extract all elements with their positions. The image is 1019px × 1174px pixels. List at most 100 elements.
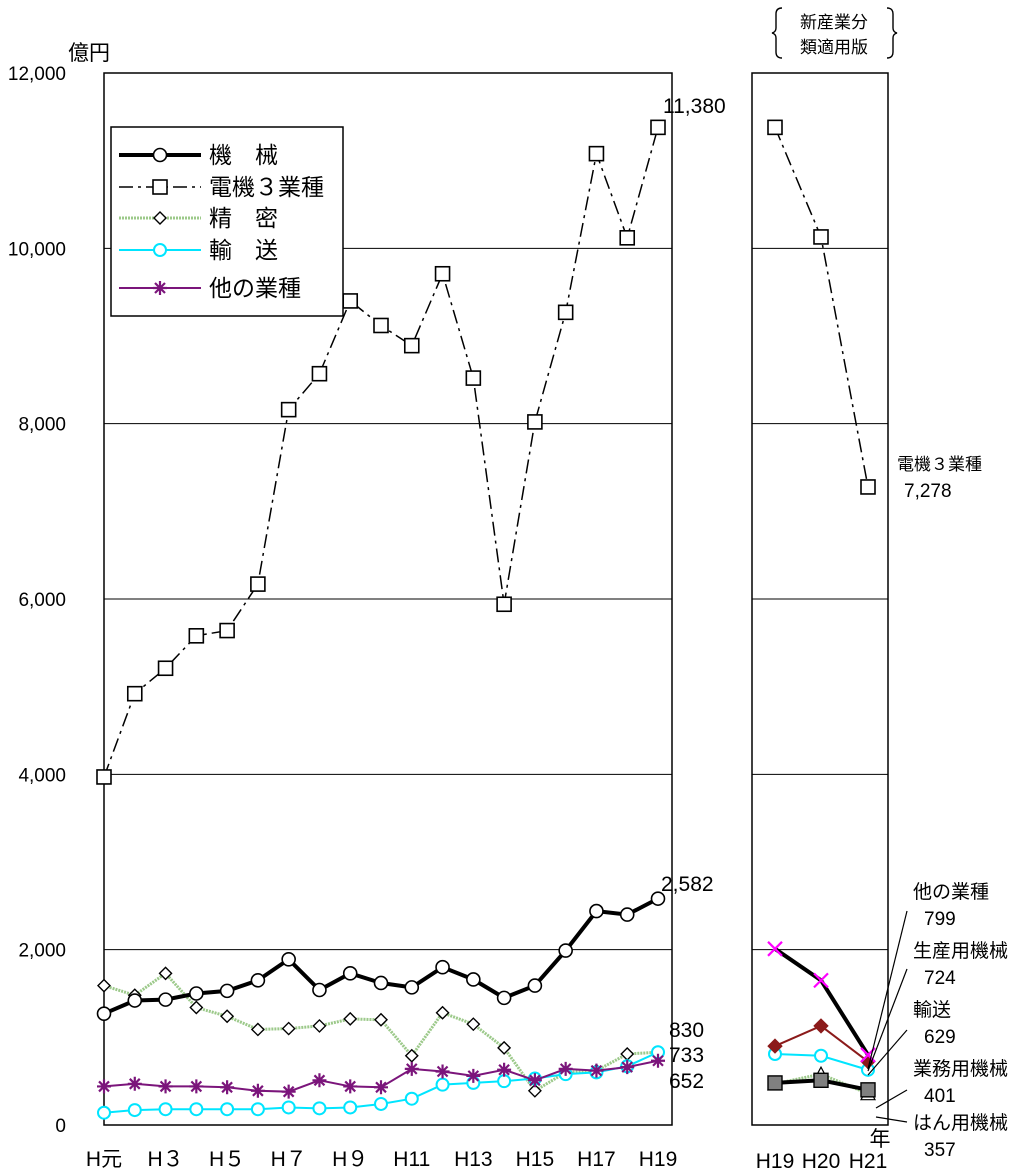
data-point-seimitsu (620, 1047, 635, 1061)
x-tick-label: H７ (271, 1148, 307, 1171)
data-point-yuso (281, 1100, 296, 1115)
data-point-right-1 (767, 941, 783, 957)
data-point-seimitsu (404, 1048, 419, 1063)
data-point-kikai (466, 972, 481, 987)
annotation-seisan-value: 724 (924, 968, 956, 989)
data-point-seimitsu (220, 1009, 235, 1024)
y-tick-label: 12,000 (8, 64, 66, 85)
x-tick-label: H９ (332, 1148, 368, 1171)
data-point-denki (250, 576, 266, 592)
data-point-hoka (127, 1076, 142, 1091)
legend-label-seimitsu: 精 密 (209, 205, 278, 231)
legend-label-kikai: 機 械 (209, 142, 278, 168)
data-point-hoka (497, 1062, 512, 1077)
data-point-right-4 (813, 1072, 829, 1088)
annotation-yuso-name: 輸送 (913, 999, 951, 1021)
end-label-denki: 11,380 (663, 95, 726, 118)
data-point-right-4 (860, 1082, 876, 1098)
data-point-kikai (281, 952, 296, 967)
data-point-seimitsu (527, 1083, 542, 1098)
data-point-hoka (220, 1080, 235, 1095)
data-point-kikai (619, 907, 635, 922)
annotation-gyomu-value: 401 (924, 1086, 956, 1107)
data-point-yuso (404, 1091, 419, 1106)
data-point-hoka (97, 1079, 111, 1094)
y-tick-label: 8,000 (18, 415, 66, 436)
data-point-denki (188, 628, 205, 644)
data-point-kikai (589, 903, 604, 919)
series-line-kikai (103, 896, 659, 1016)
leader-line (867, 910, 908, 1070)
leader-line (867, 1029, 908, 1076)
y-tick-label: 4,000 (18, 765, 66, 786)
title-bracket-left (771, 7, 783, 59)
data-point-yuso (435, 1077, 450, 1092)
data-point-seimitsu (158, 966, 173, 981)
data-point-kikai (312, 982, 327, 998)
data-point-kikai (342, 966, 358, 981)
y-tick-label: 0 (55, 1116, 66, 1137)
data-point-kikai (496, 990, 512, 1006)
legend-marker-kikai (152, 147, 168, 163)
plot-frame (103, 72, 673, 1126)
x-tick-label: H11 (393, 1148, 430, 1171)
annotation-hanyo-value: 357 (924, 1140, 956, 1161)
data-point-hoka (466, 1068, 481, 1083)
data-point-kikai (527, 978, 543, 993)
leader-line (875, 1089, 908, 1109)
legend-label-hoka: 他の業種 (209, 275, 301, 301)
annotation-denki-value: 7,278 (904, 481, 952, 502)
data-point-kikai (373, 975, 389, 991)
data-point-hoka (651, 1053, 665, 1068)
data-point-seimitsu (435, 1005, 450, 1020)
plot-frame (751, 72, 889, 1126)
data-point-hoka (558, 1061, 573, 1076)
data-point-hoka (281, 1084, 296, 1099)
data-point-kikai (558, 943, 573, 958)
data-point-right-0 (767, 119, 783, 136)
data-point-denki (280, 401, 297, 418)
data-point-yuso (97, 1105, 111, 1120)
data-point-denki (619, 230, 636, 246)
legend-label-yuso: 輸 送 (209, 237, 278, 263)
legend-marker-yuso (153, 243, 167, 257)
x-tick-label: H３ (147, 1148, 183, 1171)
data-point-seimitsu (343, 1011, 358, 1026)
legend-box (110, 126, 344, 317)
data-point-denki (650, 119, 666, 136)
x-tick-label: H元 (86, 1148, 122, 1171)
series-line-right-0 (774, 127, 869, 488)
legend-marker-hoka (153, 281, 167, 295)
data-point-yuso (189, 1102, 204, 1117)
x-axis-unit: 年 (870, 1128, 891, 1151)
data-point-seimitsu (497, 1040, 512, 1055)
data-point-seimitsu (374, 1012, 388, 1027)
data-point-right-1 (813, 972, 829, 989)
annotation-hoka-name: 他の業種 (913, 881, 989, 903)
annotation-seisan-name: 生産用機械 (913, 940, 1008, 962)
legend-label-denki: 電機３業種 (209, 174, 324, 200)
data-point-kikai (435, 959, 450, 975)
y-tick-label: 10,000 (8, 239, 66, 260)
y-tick-label: 2,000 (18, 941, 66, 962)
data-point-kikai (127, 993, 143, 1008)
data-point-kikai (250, 973, 266, 988)
legend-marker-seimitsu (153, 211, 167, 225)
data-point-right-0 (813, 229, 829, 245)
data-point-kikai (404, 980, 420, 995)
end-label-seimitsu: 830 (669, 1019, 704, 1042)
x-tick-label: H５ (209, 1148, 245, 1171)
annotation-hoka-value: 799 (924, 909, 956, 930)
data-point-denki (342, 293, 359, 309)
annotation-gyomu-name: 業務用機械 (913, 1058, 1008, 1080)
data-point-hoka (589, 1063, 604, 1078)
data-point-denki (126, 685, 143, 702)
data-point-seimitsu (189, 1000, 204, 1015)
y-axis-unit: 億円 (68, 42, 110, 65)
data-point-denki (434, 265, 451, 282)
annotation-denki-name: 電機３業種 (897, 455, 982, 474)
data-point-hoka (250, 1083, 265, 1098)
data-point-right-2 (813, 1018, 829, 1034)
